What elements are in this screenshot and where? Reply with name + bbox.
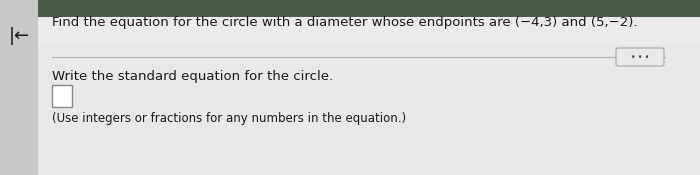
Bar bbox=[38, 17, 700, 45]
Bar bbox=[0, 0, 700, 17]
FancyBboxPatch shape bbox=[52, 85, 72, 107]
Text: • • •: • • • bbox=[631, 52, 649, 61]
FancyBboxPatch shape bbox=[616, 48, 664, 66]
Text: (Use integers or fractions for any numbers in the equation.): (Use integers or fractions for any numbe… bbox=[52, 112, 406, 125]
Text: |←: |← bbox=[8, 27, 29, 45]
Bar bbox=[0, 0, 38, 175]
Text: Find the equation for the circle with a diameter whose endpoints are (−4,3) and : Find the equation for the circle with a … bbox=[52, 16, 638, 29]
Text: Write the standard equation for the circle.: Write the standard equation for the circ… bbox=[52, 70, 333, 83]
